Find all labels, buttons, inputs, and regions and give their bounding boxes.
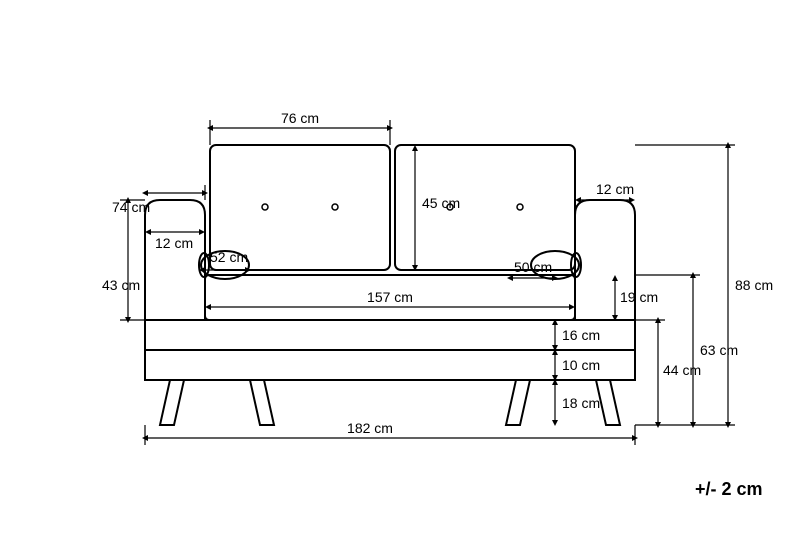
dim-arm-height: 43 cm (102, 277, 140, 293)
sofa-dimension-diagram: 182 cm 88 cm 63 cm 44 cm 76 cm 45 cm 74 … (0, 0, 800, 533)
dim-seat-cushion-h: 19 cm (620, 289, 658, 305)
dim-frame-lower: 10 cm (562, 357, 600, 373)
dim-arm-thickness-left: 12 cm (155, 235, 193, 251)
dim-frame-upper: 16 cm (562, 327, 600, 343)
dim-arm-thickness-right: 12 cm (596, 181, 634, 197)
dim-seat-depth: 50 cm (514, 259, 552, 275)
dim-base-height: 44 cm (663, 362, 701, 378)
dim-overall-height: 88 cm (735, 277, 773, 293)
dim-seat-width: 157 cm (367, 289, 413, 305)
dim-arm-width: 74 cm (112, 199, 150, 215)
dim-back-height: 45 cm (422, 195, 460, 211)
dim-bolster: 52 cm (210, 249, 248, 265)
dim-overall-width: 182 cm (347, 420, 393, 436)
dim-seat-to-floor: 63 cm (700, 342, 738, 358)
tolerance-note: +/- 2 cm (695, 479, 763, 499)
dim-back-width: 76 cm (281, 110, 319, 126)
dim-leg-height: 18 cm (562, 395, 600, 411)
